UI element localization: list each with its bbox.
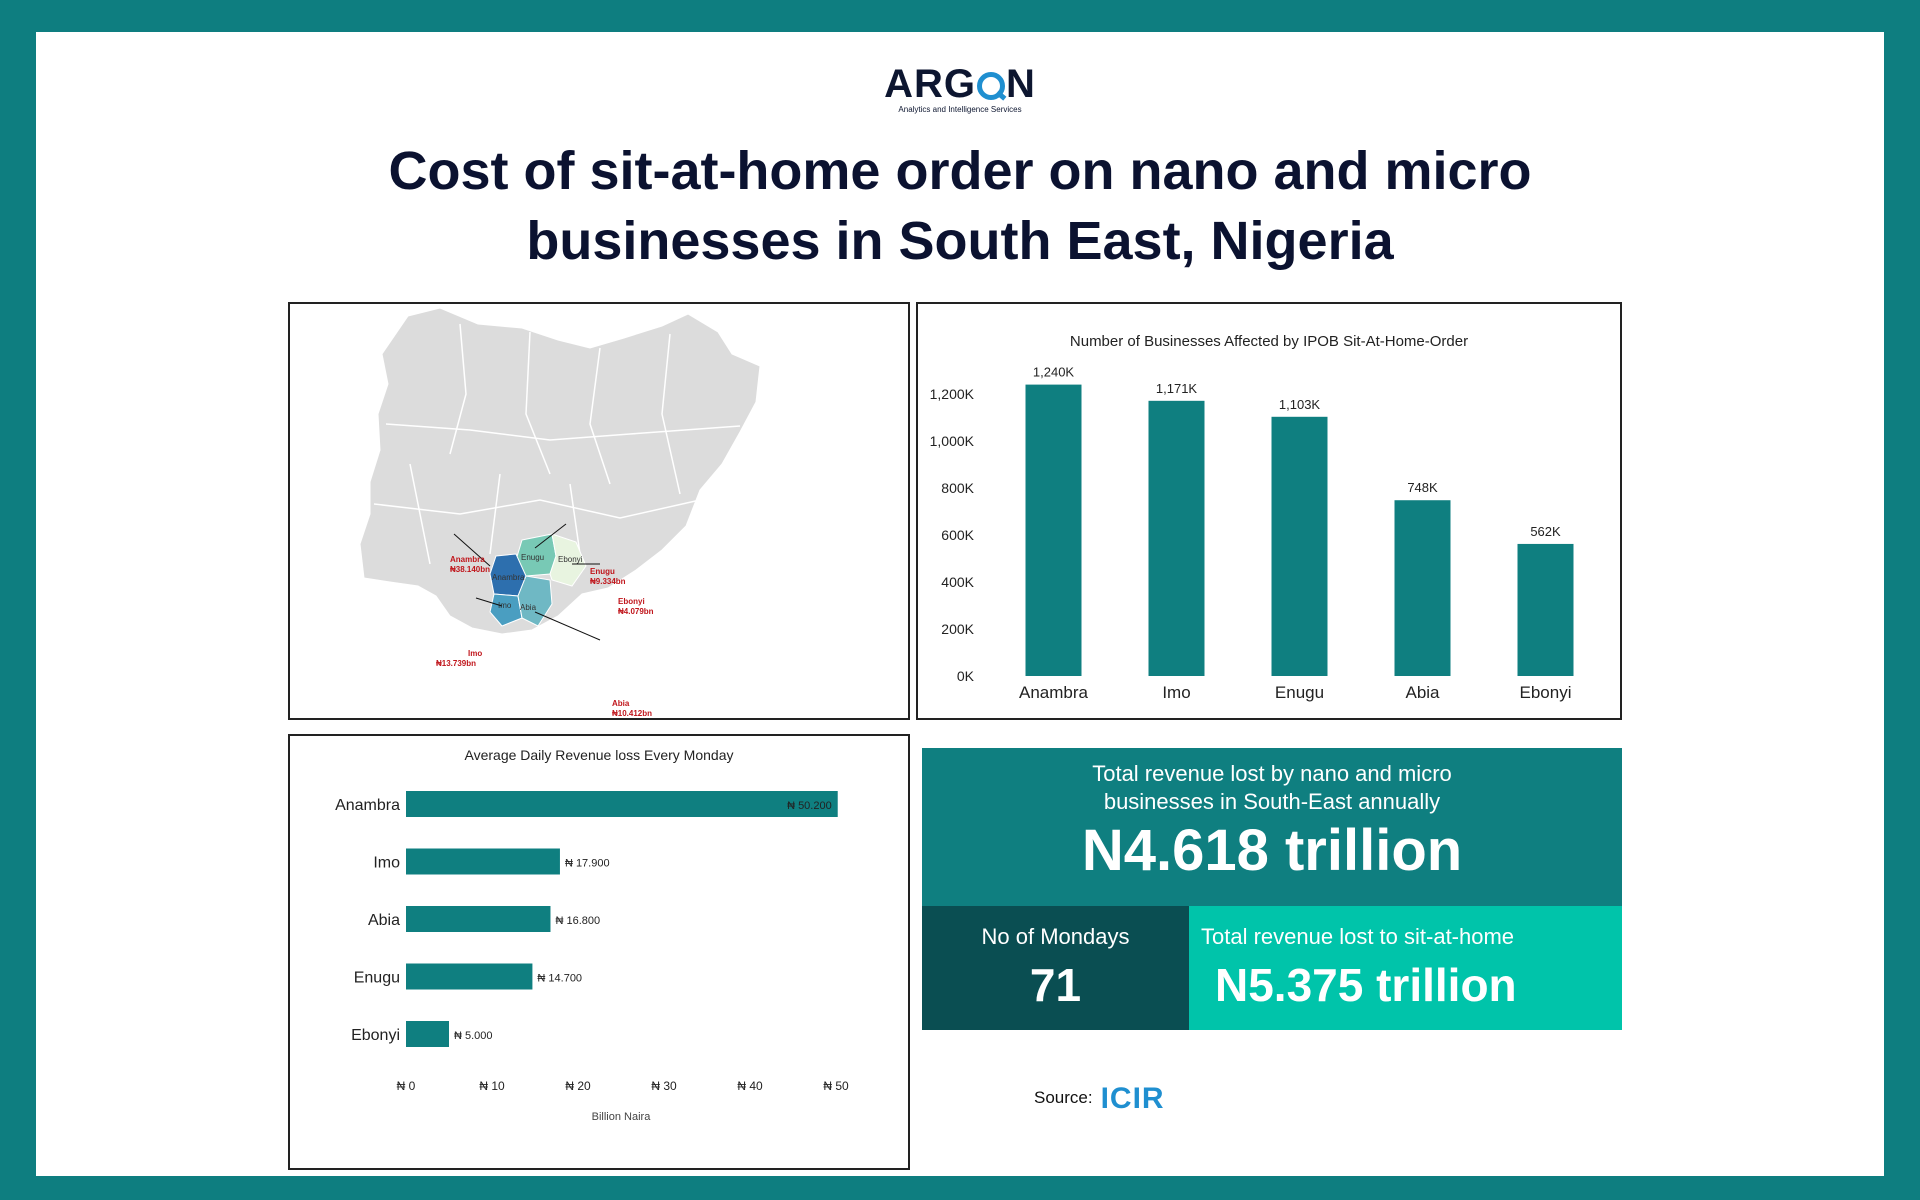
callout-abia-value: ₦10.412bn: [612, 709, 652, 718]
map-panel: Enugu Ebonyi Anambra Imo Abia Anambra ₦3…: [288, 302, 910, 720]
callout-ebonyi-name: Ebonyi: [618, 597, 645, 606]
callout-anambra-name: Anambra: [450, 555, 485, 564]
chart-title: Number of Businesses Affected by IPOB Si…: [1070, 333, 1468, 350]
data-label: 748K: [1407, 480, 1438, 495]
data-label: ₦ 17.900: [565, 858, 610, 870]
y-tick-label: 0K: [957, 668, 975, 684]
x-tick-label: ₦ 50: [823, 1079, 849, 1093]
infographic-canvas: ARG N Analytics and Intelligence Services…: [36, 32, 1884, 1176]
data-label: 562K: [1530, 524, 1561, 539]
logo-tagline: Analytics and Intelligence Services: [898, 105, 1022, 114]
state-borders: [373, 323, 741, 565]
y-tick-label: Anambra: [335, 797, 400, 814]
callout-enugu-value: ₦9.334bn: [590, 577, 626, 586]
annual-loss-label: Total revenue lost by nano and micro bus…: [1092, 761, 1452, 814]
argon-logo: ARG N Analytics and Intelligence Services: [36, 62, 1884, 114]
bar-ebonyi: [1517, 543, 1574, 676]
annual-loss-value: N4.618 trillion: [1081, 818, 1463, 883]
map-callouts: Anambra ₦38.140bn Enugu ₦9.334bn Ebonyi …: [436, 555, 654, 718]
x-tick-label: Imo: [1162, 683, 1190, 702]
page-title: Cost of sit-at-home order on nano and mi…: [388, 141, 1532, 271]
bar-anambra: [1025, 384, 1082, 676]
state-abia: [517, 575, 553, 627]
map-label-enugu: Enugu: [521, 553, 544, 562]
callout-anambra-value: ₦38.140bn: [450, 565, 490, 574]
data-label: ₦ 14.700: [537, 973, 582, 985]
businesses-chart-panel: Number of Businesses Affected by IPOB Si…: [916, 302, 1622, 720]
annual-loss-card: Total revenue lost by nano and micro bus…: [922, 748, 1622, 906]
mondays-value: 71: [1029, 959, 1082, 1011]
bar-enugu: [1271, 416, 1328, 676]
total-loss-value: N5.375 trillion: [1215, 959, 1517, 1011]
revenue-loss-bar-chart: Average Daily Revenue loss Every Monday A…: [335, 747, 849, 1123]
map-label-abia: Abia: [520, 603, 537, 612]
data-label: ₦ 16.800: [555, 915, 600, 927]
y-tick-label: 600K: [941, 527, 974, 543]
mondays-card: No of Mondays 71: [922, 906, 1189, 1030]
callout-ebonyi-value: ₦4.079bn: [618, 607, 654, 616]
callout-imo-name: Imo: [468, 649, 482, 658]
y-tick-label: 400K: [941, 574, 974, 590]
x-tick-label: ₦ 0: [397, 1079, 416, 1093]
nigeria-shape: [359, 307, 761, 635]
callout-enugu-name: Enugu: [590, 567, 615, 576]
y-tick-label: Enugu: [354, 970, 400, 987]
data-label: 1,103K: [1279, 397, 1321, 412]
chart-title: Average Daily Revenue loss Every Monday: [465, 747, 734, 763]
x-tick-label: ₦ 30: [651, 1079, 677, 1093]
bar-abia: [406, 906, 551, 932]
data-label: ₦ 5.000: [454, 1030, 493, 1042]
bar-abia: [1394, 500, 1451, 676]
data-label: ₦ 50.200: [787, 800, 832, 812]
state-imo: [489, 593, 523, 627]
source-label: Source:: [1034, 1088, 1093, 1107]
map-label-imo: Imo: [498, 601, 512, 610]
data-label: 1,171K: [1156, 381, 1198, 396]
revenue-loss-chart-panel: Average Daily Revenue loss Every Monday A…: [288, 734, 910, 1170]
x-tick-label: Abia: [1405, 683, 1440, 702]
callout-abia-name: Abia: [612, 699, 630, 708]
nigeria-map: Enugu Ebonyi Anambra Imo Abia Anambra ₦3…: [359, 307, 761, 718]
mondays-label: No of Mondays: [981, 924, 1130, 949]
x-axis-title: Billion Naira: [592, 1111, 652, 1123]
x-tick-label: ₦ 10: [479, 1079, 505, 1093]
callout-lines: [453, 523, 601, 641]
x-tick-label: Anambra: [1019, 683, 1089, 702]
total-loss-card: Total revenue lost to sit-at-home N5.375…: [1189, 906, 1622, 1030]
y-tick-label: Ebonyi: [351, 1027, 400, 1044]
y-tick-label: 800K: [941, 480, 974, 496]
bar-imo: [1148, 400, 1205, 676]
bar-enugu: [406, 963, 533, 990]
map-label-anambra: Anambra: [492, 573, 525, 582]
y-tick-label: Abia: [368, 912, 400, 929]
x-tick-label: Ebonyi: [1520, 683, 1572, 702]
y-tick-label: Imo: [373, 855, 400, 872]
icir-logo: ICIR: [1100, 1082, 1165, 1115]
map-label-ebonyi: Ebonyi: [558, 555, 583, 564]
total-loss-label: Total revenue lost to sit-at-home: [1201, 924, 1515, 949]
x-tick-label: ₦ 20: [565, 1079, 591, 1093]
x-tick-label: ₦ 40: [737, 1079, 763, 1093]
y-tick-label: 1,000K: [930, 433, 975, 449]
state-ebonyi: [549, 533, 587, 587]
callout-imo-value: ₦13.739bn: [436, 659, 476, 668]
source-credit: Source: ICIR: [1034, 1082, 1165, 1116]
bar-anambra: [406, 791, 838, 817]
x-tick-label: Enugu: [1275, 683, 1324, 702]
magnifier-o-icon: [977, 72, 1005, 100]
y-tick-label: 200K: [941, 621, 974, 637]
y-tick-label: 1,200K: [930, 386, 975, 402]
data-label: 1,240K: [1033, 365, 1075, 380]
bar-imo: [406, 848, 560, 875]
map-state-names: Enugu Ebonyi Anambra Imo Abia: [492, 553, 583, 612]
bar-ebonyi: [406, 1021, 449, 1047]
businesses-bar-chart: Number of Businesses Affected by IPOB Si…: [930, 333, 1574, 702]
